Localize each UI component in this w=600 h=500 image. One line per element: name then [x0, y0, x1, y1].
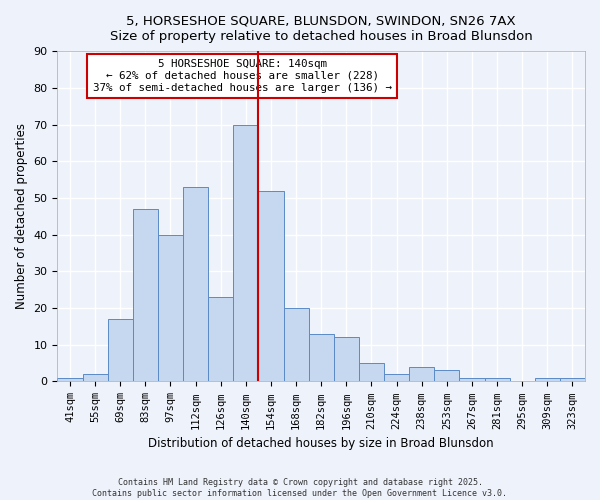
X-axis label: Distribution of detached houses by size in Broad Blunsdon: Distribution of detached houses by size …	[148, 437, 494, 450]
Y-axis label: Number of detached properties: Number of detached properties	[15, 124, 28, 310]
Bar	[308, 334, 334, 382]
Bar	[259, 190, 284, 382]
Bar	[158, 234, 183, 382]
Bar	[233, 124, 259, 382]
Bar	[107, 319, 133, 382]
Bar	[183, 187, 208, 382]
Bar	[284, 308, 308, 382]
Bar	[434, 370, 460, 382]
Bar	[359, 363, 384, 382]
Bar	[334, 338, 359, 382]
Bar	[409, 367, 434, 382]
Bar	[208, 297, 233, 382]
Title: 5, HORSESHOE SQUARE, BLUNSDON, SWINDON, SN26 7AX
Size of property relative to de: 5, HORSESHOE SQUARE, BLUNSDON, SWINDON, …	[110, 15, 533, 43]
Text: 5 HORSESHOE SQUARE: 140sqm
← 62% of detached houses are smaller (228)
37% of sem: 5 HORSESHOE SQUARE: 140sqm ← 62% of deta…	[92, 60, 392, 92]
Bar	[83, 374, 107, 382]
Text: Contains HM Land Registry data © Crown copyright and database right 2025.
Contai: Contains HM Land Registry data © Crown c…	[92, 478, 508, 498]
Bar	[58, 378, 83, 382]
Bar	[535, 378, 560, 382]
Bar	[460, 378, 485, 382]
Bar	[560, 378, 585, 382]
Bar	[133, 209, 158, 382]
Bar	[384, 374, 409, 382]
Bar	[485, 378, 509, 382]
